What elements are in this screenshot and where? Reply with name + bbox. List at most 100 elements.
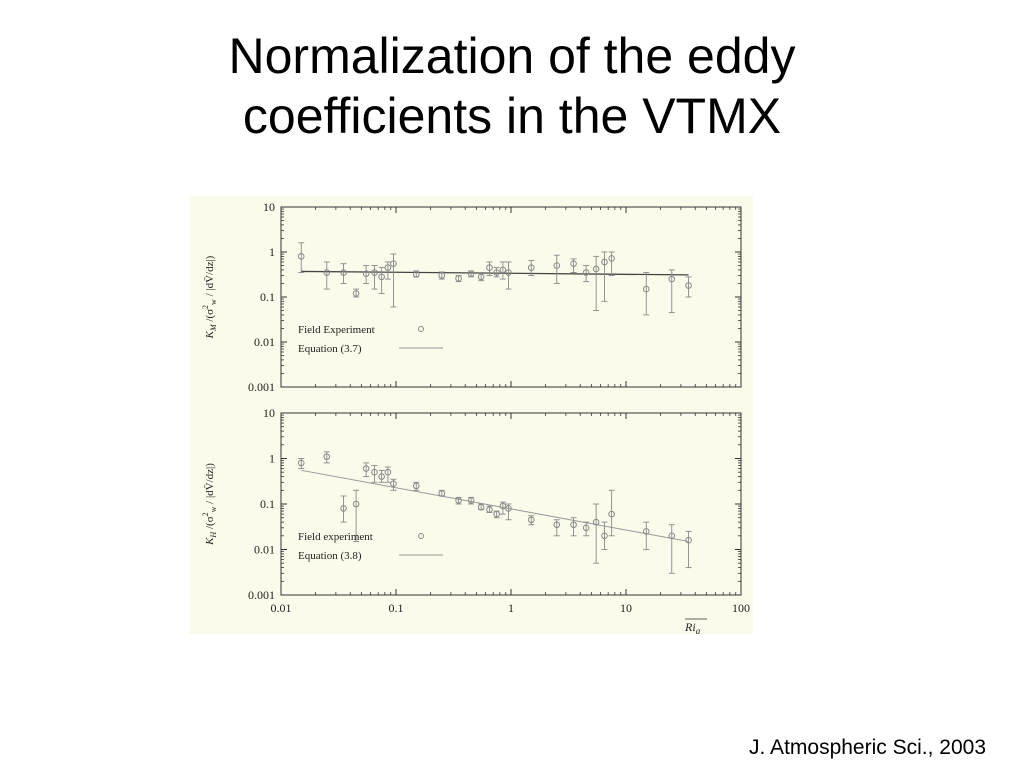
y-axis-label-sub2: w xyxy=(209,299,218,305)
data-marker xyxy=(505,505,512,512)
data-point xyxy=(570,517,577,537)
y-tick-label: 1 xyxy=(269,452,275,466)
data-point xyxy=(608,489,615,537)
data-point xyxy=(553,519,561,537)
data-point xyxy=(505,261,512,290)
data-marker xyxy=(499,502,507,510)
data-point xyxy=(297,458,305,470)
data-point xyxy=(390,253,397,308)
data-point xyxy=(455,275,462,283)
data-point xyxy=(592,503,600,564)
data-marker xyxy=(390,480,397,487)
y-tick-label: 0.01 xyxy=(254,335,275,349)
slide-title-line-2: coefficients in the VTMX xyxy=(242,88,782,144)
data-point xyxy=(323,451,331,464)
data-point xyxy=(371,465,378,483)
data-point xyxy=(505,503,512,521)
data-point xyxy=(601,251,608,302)
y-tick-label: 10 xyxy=(263,406,275,420)
data-point xyxy=(493,267,500,278)
data-marker xyxy=(352,500,360,508)
data-marker xyxy=(438,272,446,279)
y-tick-label: 0.01 xyxy=(254,543,275,557)
chart-figure: 10 1 0.1 0.01 0.001 KM /(σ2w / |dV̄/dz|) Field… xyxy=(189,196,753,634)
data-point xyxy=(438,489,446,497)
data-marker xyxy=(323,453,331,460)
y-tick-label: 1 xyxy=(269,245,275,259)
data-point xyxy=(384,466,392,483)
data-marker xyxy=(582,524,590,532)
x-tick-label: 10 xyxy=(620,601,632,615)
data-marker xyxy=(608,510,615,518)
y-axis-label-main: K xyxy=(204,537,216,546)
data-point xyxy=(323,261,331,290)
data-point xyxy=(499,261,507,280)
data-point xyxy=(486,505,493,513)
x-tick-label: 100 xyxy=(732,601,750,615)
y-axis-label-sup: 2 xyxy=(201,512,210,516)
y-tick-label: 0.001 xyxy=(248,380,275,394)
y-tick-label: 10 xyxy=(263,200,275,214)
data-point xyxy=(553,254,561,284)
data-marker xyxy=(527,516,535,524)
data-point xyxy=(412,481,420,491)
data-marker xyxy=(499,266,507,274)
legend-label: Field experiment xyxy=(298,531,373,543)
legend-marker xyxy=(418,533,424,539)
y-axis-label: KM /(σ2w / |dV̄/dz|) xyxy=(201,255,218,339)
y-tick-label: 0.1 xyxy=(260,497,275,511)
data-point xyxy=(608,251,615,276)
data-point xyxy=(438,271,446,280)
y-axis-label-sub: H xyxy=(209,531,218,539)
data-point xyxy=(477,272,485,282)
data-marker xyxy=(438,490,446,497)
data-point xyxy=(378,469,385,483)
data-point xyxy=(362,265,370,284)
data-marker xyxy=(467,270,475,277)
data-point xyxy=(362,462,370,478)
data-point xyxy=(455,496,462,505)
x-axis-label-main: Ri xyxy=(684,620,696,634)
data-point xyxy=(412,270,420,278)
data-point xyxy=(390,478,397,491)
data-marker xyxy=(493,269,500,276)
data-marker xyxy=(378,273,385,281)
data-point xyxy=(685,276,692,298)
data-marker xyxy=(362,465,370,472)
data-marker xyxy=(505,269,512,276)
data-point xyxy=(592,255,600,311)
data-marker xyxy=(608,255,615,262)
data-marker xyxy=(362,270,370,277)
data-point xyxy=(582,521,590,537)
data-marker xyxy=(668,275,676,283)
data-point xyxy=(668,269,676,314)
data-marker xyxy=(378,473,385,480)
data-point xyxy=(582,265,590,283)
slide-title-line-1: Normalization of the eddy xyxy=(228,28,796,84)
data-point xyxy=(297,242,305,273)
chart-panel-top: 10 1 0.1 0.01 0.001 KM /(σ2w / |dV̄/dz|) Field… xyxy=(201,200,742,394)
y-axis-label-sub2: w xyxy=(209,506,218,512)
data-point xyxy=(352,288,360,298)
data-point xyxy=(642,521,650,550)
data-marker xyxy=(384,264,392,271)
data-point xyxy=(499,501,507,515)
y-axis-label-sup: 2 xyxy=(201,305,210,309)
citation: J. Atmospheric Sci., 2003 xyxy=(749,736,986,759)
data-point xyxy=(340,495,347,523)
data-marker xyxy=(642,528,650,535)
data-point xyxy=(601,521,608,550)
legend-marker xyxy=(418,326,424,332)
data-marker xyxy=(668,532,676,540)
data-marker xyxy=(323,269,331,276)
data-point xyxy=(486,261,493,276)
data-marker xyxy=(527,264,535,271)
data-marker xyxy=(455,275,462,282)
data-marker xyxy=(340,269,347,276)
data-marker xyxy=(642,285,650,293)
data-marker xyxy=(455,497,462,504)
data-point xyxy=(570,258,577,273)
data-marker xyxy=(467,497,475,504)
slide-title: Normalization of the eddy coefficients i… xyxy=(0,26,1024,146)
